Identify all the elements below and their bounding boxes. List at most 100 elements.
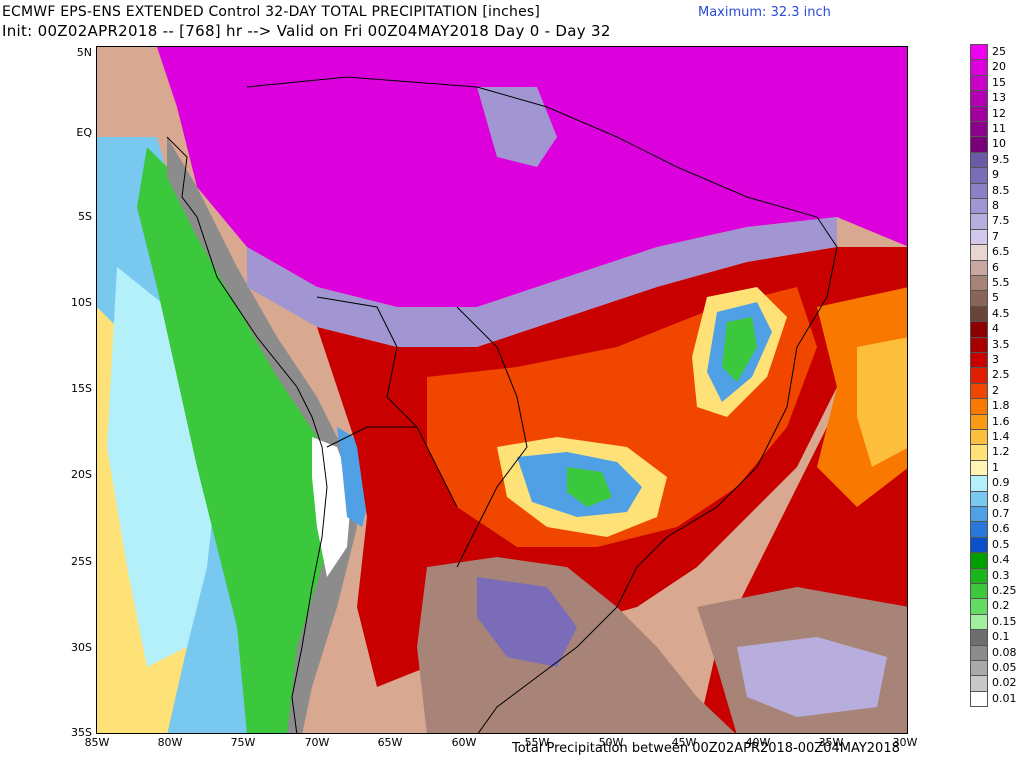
y-label-10s: 10S [71,296,92,309]
footer-caption: Total Precipitation between 00Z02APR2018… [512,741,900,756]
colorbar-label: 5.5 [992,276,1010,289]
colorbar-label: 15 [992,75,1006,89]
colorbar-swatch [970,290,988,307]
colorbar-swatch [970,644,988,661]
colorbar-swatch [970,259,988,276]
colorbar-swatch [970,398,988,415]
colorbar-swatch [970,367,988,384]
colorbar-label: 0.25 [992,584,1017,597]
x-label-60w: 60W [451,736,477,749]
colorbar-swatch [970,660,988,677]
colorbar-label: 2 [992,383,999,397]
x-label-50w: 50W [598,736,624,749]
x-label-85w: 85W [84,736,110,749]
colorbar-label: 0.02 [992,676,1017,690]
colorbar-swatch [970,74,988,92]
colorbar-swatch [970,305,988,323]
colorbar-label: 0.2 [992,599,1010,613]
colorbar-swatch [970,598,988,615]
x-label-30w: 30W [892,736,918,749]
colorbar-swatch [970,151,988,169]
colorbar-label: 1.8 [992,399,1010,413]
colorbar-label: 1.6 [992,414,1010,428]
x-label-55w: 55W [524,736,550,749]
maximum-label: Maximum: 32.3 inch [698,5,831,20]
guiana-purple [477,87,557,167]
chart-subtitle: Init: 00Z02APR2018 -- [768] hr --> Valid… [2,22,611,40]
colorbar-label: 12 [992,106,1006,120]
colorbar-label: 8 [992,199,999,212]
colorbar-swatch [970,336,988,353]
x-label-80w: 80W [157,736,183,749]
south-atlantic-purple [737,637,887,717]
colorbar-swatch [970,182,988,199]
colorbar-swatch [970,105,988,122]
colorbar-label: 10 [992,137,1006,151]
colorbar-label: 0.3 [992,568,1010,582]
colorbar-swatch [970,59,988,76]
y-label-35s: 35S [71,726,92,739]
atlantic-yellow [857,337,907,467]
colorbar-swatch [970,382,988,400]
colorbar-swatch [970,675,988,692]
colorbar-swatch [970,413,988,430]
colorbar-label: 0.6 [992,522,1010,536]
colorbar-label: 20 [992,60,1006,74]
colorbar-label: 0.01 [992,691,1017,705]
colorbar-label: 0.05 [992,661,1017,674]
colorbar-swatch [970,506,988,523]
colorbar-swatch [970,228,988,246]
y-label-5s: 5S [78,210,92,223]
colorbar-swatch [970,352,988,369]
south-purple [477,577,577,667]
colorbar-label: 2.5 [992,368,1010,382]
x-label-65w: 65W [377,736,403,749]
y-label-eq: EQ [76,126,92,139]
andes-green [137,147,342,733]
x-label-75w: 75W [230,736,256,749]
chart-title: ECMWF EPS-ENS EXTENDED Control 32-DAY TO… [2,4,541,20]
border-line-2 [456,306,528,568]
colorbar-swatch [970,552,988,569]
colorbar-swatch [970,321,988,338]
y-label-25s: 25S [71,555,92,568]
colorbar-label: 3 [992,353,999,366]
y-label-20s: 20S [71,468,92,481]
colorbar-label: 1.4 [992,430,1010,443]
colorbar-swatch [970,429,988,446]
x-label-45w: 45W [671,736,697,749]
x-label-70w: 70W [304,736,330,749]
border-line-3 [326,426,417,448]
colorbar-label: 13 [992,91,1006,105]
colorbar-swatch [970,136,988,153]
colorbar-label: 7.5 [992,214,1010,228]
colorbar-swatch [970,475,988,492]
coastlines [166,76,838,733]
colorbar-swatch [970,444,988,461]
colorbar-label: 0.7 [992,507,1010,520]
colorbar-label: 4 [992,322,999,336]
colorbar-swatch [970,490,988,507]
colorbar-swatch [970,536,988,554]
colorbar-swatch [970,213,988,230]
colorbar-swatch [970,613,988,631]
colorbar-swatch [970,44,988,61]
colorbar-label: 7 [992,229,999,243]
colorbar-swatch [970,275,988,292]
colorbar-label: 0.1 [992,630,1010,644]
colorbar-swatch [970,567,988,584]
colorbar-swatch [970,690,988,708]
colorbar-label: 0.4 [992,553,1010,567]
x-label-40w: 40W [745,736,771,749]
colorbar-label: 0.5 [992,537,1010,551]
colorbar-label: 4.5 [992,306,1010,320]
colorbar-label: 9.5 [992,152,1010,166]
colorbar-label: 0.15 [992,614,1017,628]
border-line-1 [316,296,458,508]
south-america-east-coast [246,76,838,733]
colorbar-label: 0.8 [992,491,1010,505]
colorbar-swatch [970,198,988,215]
colorbar-swatch [970,459,988,477]
precipitation-map [96,46,908,734]
colorbar-swatch [970,629,988,646]
